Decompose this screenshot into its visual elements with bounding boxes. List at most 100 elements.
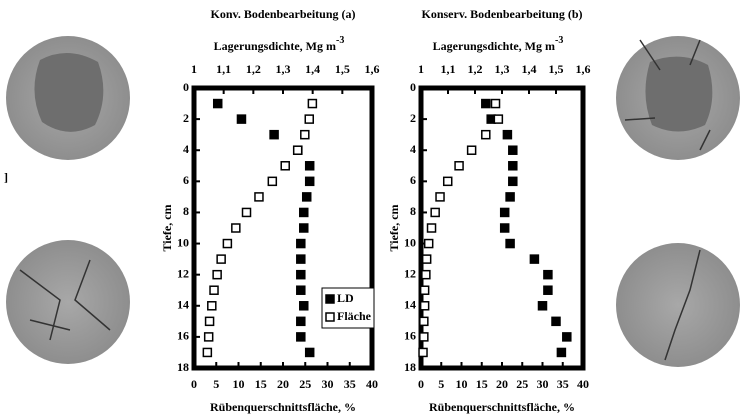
marker — [428, 224, 436, 232]
y-tick-label: 18 — [404, 360, 416, 374]
marker — [203, 348, 211, 356]
marker — [420, 333, 428, 341]
legend-label: Fläche — [337, 309, 372, 323]
x-tick-label: 20 — [496, 377, 508, 391]
marker — [237, 115, 245, 123]
y-tick-label: 10 — [177, 235, 189, 249]
x-tick-label: 15 — [476, 377, 488, 391]
marker — [243, 208, 251, 216]
marker — [210, 286, 218, 294]
y-axis-label: Tiefe, cm — [387, 204, 401, 251]
x2-tick-label: 1,1 — [441, 62, 456, 76]
marker — [425, 240, 433, 248]
marker — [205, 333, 213, 341]
y-tick-label: 16 — [404, 329, 416, 343]
marker — [509, 146, 517, 154]
x-axis-label: Rübenquerschnittsfläche, % — [210, 400, 356, 414]
marker — [297, 240, 305, 248]
marker — [501, 208, 509, 216]
x2-axis-label-sup: -3 — [336, 35, 344, 46]
marker — [303, 193, 311, 201]
marker — [300, 208, 308, 216]
x2-tick-label: 1,2 — [246, 62, 261, 76]
marker — [268, 177, 276, 185]
soil-section — [616, 243, 740, 367]
x-tick-label: 25 — [516, 377, 528, 391]
marker — [305, 115, 313, 123]
marker — [423, 255, 431, 263]
x2-tick-label: 1,4 — [522, 62, 537, 76]
marker — [431, 208, 439, 216]
marker — [223, 240, 231, 248]
y-tick-label: 10 — [404, 235, 416, 249]
x2-tick-label: 1,6 — [365, 62, 380, 76]
marker — [297, 286, 305, 294]
y-tick-label: 12 — [404, 266, 416, 280]
x-tick-label: 0 — [191, 377, 197, 391]
x2-tick-label: 1,4 — [305, 62, 320, 76]
x-tick-label: 25 — [299, 377, 311, 391]
marker — [482, 100, 490, 108]
marker — [308, 100, 316, 108]
marker — [297, 317, 305, 325]
x2-tick-label: 1 — [191, 62, 197, 76]
x2-axis-label: Lagerungsdichte, Mg m-3 — [214, 35, 345, 52]
x-tick-label: 10 — [233, 377, 245, 391]
marker — [419, 348, 427, 356]
marker — [539, 302, 547, 310]
marker — [444, 177, 452, 185]
marker — [301, 131, 309, 139]
x-tick-label: 15 — [255, 377, 267, 391]
marker — [436, 193, 444, 201]
marker — [213, 271, 221, 279]
y-tick-label: 6 — [410, 173, 416, 187]
x-tick-label: 35 — [344, 377, 356, 391]
marker — [503, 131, 511, 139]
x-axis-label: Rübenquerschnittsfläche, % — [429, 400, 575, 414]
marker — [232, 224, 240, 232]
marker — [506, 240, 514, 248]
y-tick-label: 0 — [410, 80, 416, 94]
y-tick-label: 6 — [183, 173, 189, 187]
marker — [421, 286, 429, 294]
y-tick-label: 12 — [177, 266, 189, 280]
x-tick-label: 5 — [438, 377, 444, 391]
y-tick-label: 0 — [183, 80, 189, 94]
x2-axis-label: Lagerungsdichte, Mg m-3 — [433, 35, 564, 52]
root-section — [34, 53, 103, 132]
marker — [506, 193, 514, 201]
x-tick-label: 5 — [213, 377, 219, 391]
chart-title: Konserv. Bodenbearbeitung (b) — [421, 7, 582, 21]
y-tick-label: 4 — [410, 142, 416, 156]
marker — [509, 177, 517, 185]
x2-tick-label: 1,5 — [335, 62, 350, 76]
y-tick-label: 18 — [177, 360, 189, 374]
marker — [297, 271, 305, 279]
marker — [501, 224, 509, 232]
marker — [455, 162, 463, 170]
marker — [281, 162, 289, 170]
marker — [482, 131, 490, 139]
marker — [563, 333, 571, 341]
marker — [306, 348, 314, 356]
y-tick-label: 14 — [177, 298, 189, 312]
x2-tick-label: 1,3 — [276, 62, 291, 76]
marker — [552, 317, 560, 325]
marker — [468, 146, 476, 154]
x-tick-label: 30 — [322, 377, 334, 391]
x-tick-label: 0 — [418, 377, 424, 391]
x2-tick-label: 1 — [418, 62, 424, 76]
bracket-fragment: ] — [4, 170, 8, 184]
marker — [206, 317, 214, 325]
x2-tick-label: 1,2 — [468, 62, 483, 76]
x-tick-label: 30 — [537, 377, 549, 391]
y-tick-label: 2 — [410, 111, 416, 125]
marker — [294, 146, 302, 154]
x2-axis-label-sup: -3 — [555, 35, 563, 46]
y-tick-label: 8 — [183, 204, 189, 218]
y-axis-label: Tiefe, cm — [160, 204, 174, 251]
marker — [270, 131, 278, 139]
marker — [544, 286, 552, 294]
marker — [509, 162, 517, 170]
marker — [557, 348, 565, 356]
